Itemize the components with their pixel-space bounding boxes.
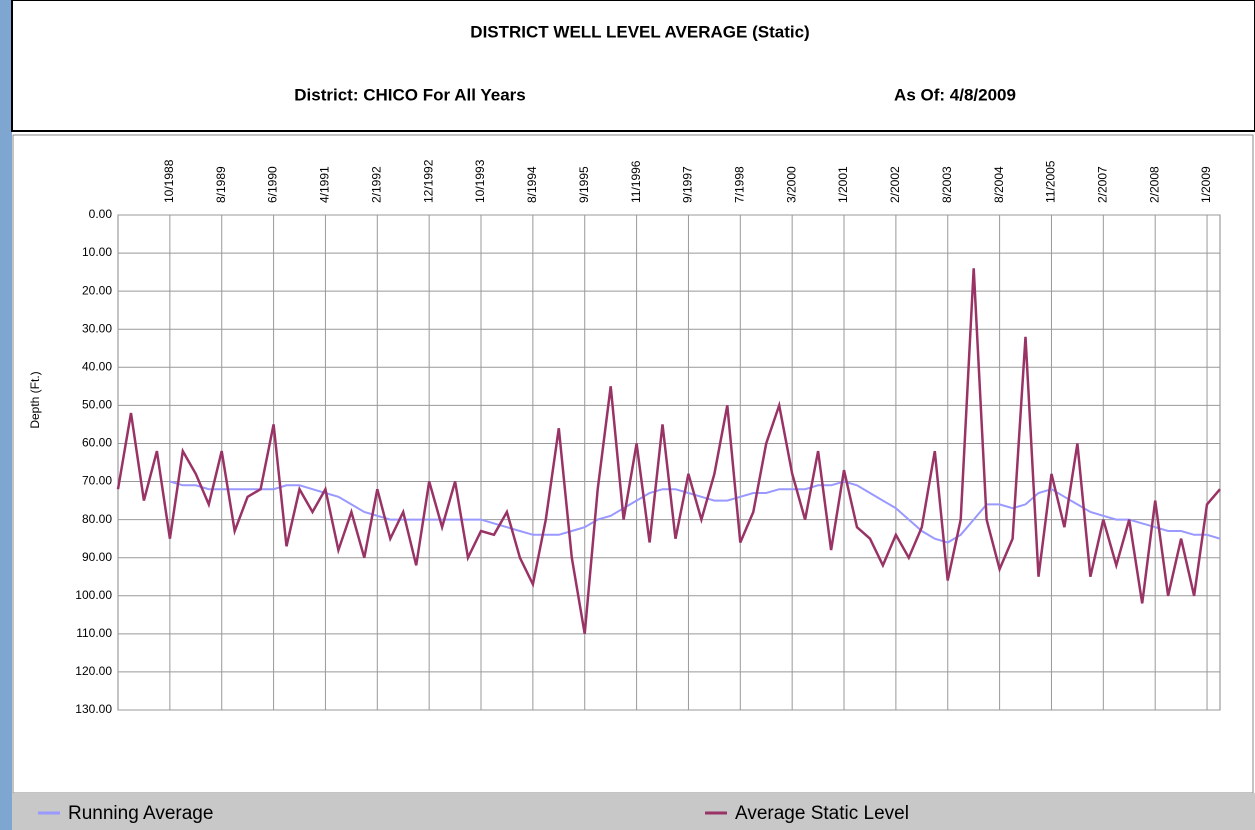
x-tick-label: 11/2005	[1044, 160, 1058, 203]
chart-title: DISTRICT WELL LEVEL AVERAGE (Static)	[470, 22, 809, 41]
x-tick-label: 8/1989	[214, 166, 228, 203]
y-tick-label: 120.00	[75, 664, 112, 678]
x-tick-label: 2/1992	[369, 166, 383, 203]
y-tick-label: 60.00	[82, 436, 112, 450]
x-tick-label: 4/1991	[318, 166, 332, 203]
x-tick-label: 8/2003	[940, 166, 954, 203]
x-tick-label: 7/1998	[732, 166, 746, 203]
x-tick-label: 1/2009	[1199, 166, 1213, 203]
x-tick-label: 10/1988	[162, 159, 176, 203]
x-tick-label: 8/2004	[992, 166, 1006, 203]
y-tick-label: 100.00	[75, 588, 112, 602]
y-axis-label: Depth (Ft.)	[28, 371, 42, 428]
y-tick-label: 30.00	[82, 321, 112, 335]
x-tick-label: 2/2002	[888, 166, 902, 203]
x-tick-label: 3/2000	[784, 166, 798, 203]
subtitle: District: CHICO For All Years	[294, 85, 525, 104]
y-tick-label: 10.00	[82, 245, 112, 259]
y-tick-label: 20.00	[82, 283, 112, 297]
y-tick-label: 40.00	[82, 359, 112, 373]
y-tick-label: 80.00	[82, 512, 112, 526]
legend-label: Average Static Level	[735, 803, 909, 824]
x-tick-label: 10/1993	[473, 159, 487, 203]
y-tick-label: 70.00	[82, 474, 112, 488]
y-tick-label: 130.00	[75, 702, 112, 716]
header-box	[11, 0, 1255, 132]
series-line	[116, 268, 1221, 635]
as-of: As Of: 4/8/2009	[894, 85, 1016, 104]
x-tick-label: 6/1990	[266, 166, 280, 203]
x-tick-label: 12/1992	[421, 159, 435, 203]
x-tick-label: 9/1995	[577, 166, 591, 203]
frame	[12, 0, 1255, 830]
x-tick-label: 1/2001	[836, 166, 850, 203]
y-tick-label: 0.00	[89, 207, 113, 221]
y-tick-label: 90.00	[82, 550, 112, 564]
legend-label: Running Average	[68, 803, 213, 824]
y-tick-label: 110.00	[76, 626, 112, 640]
x-tick-label: 2/2007	[1095, 166, 1109, 203]
x-tick-label: 8/1994	[525, 166, 539, 203]
x-tick-label: 11/1996	[629, 160, 643, 203]
y-tick-label: 50.00	[82, 398, 112, 412]
x-tick-label: 2/2008	[1147, 166, 1161, 203]
legend-bar	[12, 793, 1255, 830]
x-tick-label: 9/1997	[681, 166, 695, 203]
